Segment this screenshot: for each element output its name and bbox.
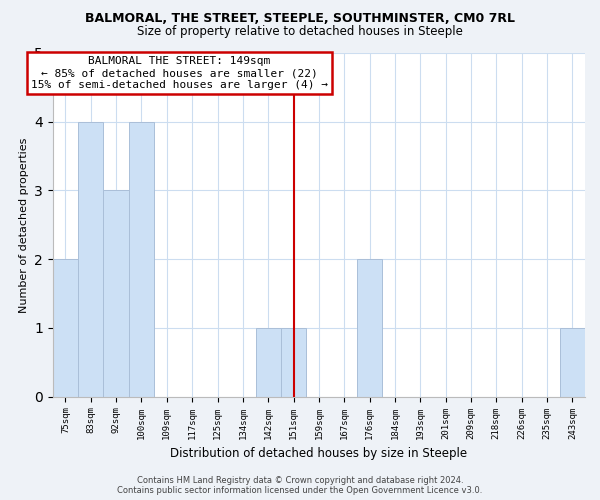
Bar xyxy=(357,259,382,396)
Text: Contains HM Land Registry data © Crown copyright and database right 2024.
Contai: Contains HM Land Registry data © Crown c… xyxy=(118,476,482,495)
Bar xyxy=(53,259,78,396)
Text: BALMORAL THE STREET: 149sqm
← 85% of detached houses are smaller (22)
15% of sem: BALMORAL THE STREET: 149sqm ← 85% of det… xyxy=(31,56,328,90)
Bar xyxy=(560,328,585,396)
Text: Size of property relative to detached houses in Steeple: Size of property relative to detached ho… xyxy=(137,25,463,38)
Text: BALMORAL, THE STREET, STEEPLE, SOUTHMINSTER, CM0 7RL: BALMORAL, THE STREET, STEEPLE, SOUTHMINS… xyxy=(85,12,515,26)
Bar xyxy=(78,122,103,396)
Y-axis label: Number of detached properties: Number of detached properties xyxy=(19,137,29,312)
Bar xyxy=(256,328,281,396)
Bar xyxy=(129,122,154,396)
Bar xyxy=(281,328,306,396)
Bar xyxy=(103,190,129,396)
X-axis label: Distribution of detached houses by size in Steeple: Distribution of detached houses by size … xyxy=(170,447,467,460)
